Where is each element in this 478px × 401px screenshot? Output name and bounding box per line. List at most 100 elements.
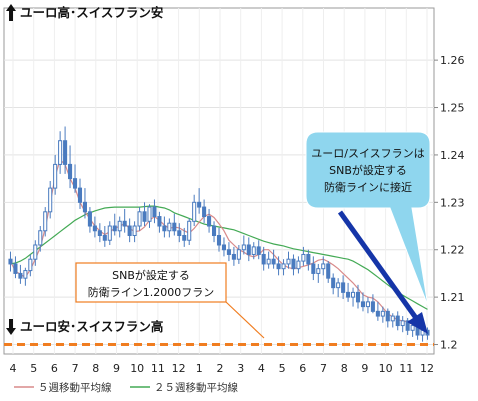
candle-body [351, 291, 356, 298]
candle-body [112, 225, 117, 232]
x-tick-label: 5 [30, 362, 37, 375]
candle-body [336, 282, 341, 289]
ma25-line-layer [10, 205, 428, 310]
candle-body [331, 277, 336, 289]
speech-bubble: ユーロ/スイスフランは SNBが設定する 防衛ラインに接近 [305, 131, 431, 307]
x-tick-label: 7 [72, 362, 79, 375]
speech-bubble-line3: 防衛ラインに接近 [324, 180, 412, 194]
candle-body [63, 140, 68, 165]
snb-callout-box [75, 262, 227, 303]
x-tick-label: 2 [217, 362, 224, 375]
candle-body [182, 235, 187, 241]
candle-body [316, 268, 321, 274]
candle-body [385, 310, 390, 322]
candle-body [246, 244, 251, 255]
candle-body [28, 258, 33, 272]
x-tick-label: 10 [379, 362, 393, 375]
candle-body [137, 211, 142, 227]
bottom-label-text: ユーロ安･スイスフラン高 [20, 319, 163, 334]
snb-callout-line2: 防衛ライン1.2000フラン [88, 285, 215, 299]
top-direction-label: ユーロ高･スイスフラン安 [6, 4, 163, 21]
x-tick-label: 3 [237, 362, 244, 375]
y-tick-label: 1.24 [440, 149, 465, 162]
x-tick-label: 10 [130, 362, 144, 375]
candle-body [226, 249, 231, 255]
candle-body [157, 216, 162, 227]
x-tick-label: 4 [10, 362, 17, 375]
candle-body [261, 253, 266, 265]
candle-body [43, 211, 48, 232]
y-tick-label: 1.26 [440, 54, 465, 67]
x-tick-label: 11 [399, 362, 413, 375]
candle-body [102, 235, 107, 241]
x-tick-label: 4 [258, 362, 265, 375]
candle-body [77, 187, 83, 203]
candle-body [117, 220, 122, 232]
candle-body [400, 320, 405, 327]
candle-body [58, 140, 63, 165]
y-tick-label: 1.23 [440, 196, 465, 209]
candle-body [296, 260, 301, 270]
up-arrow-icon [6, 4, 16, 21]
x-tick-label: 1 [196, 362, 203, 375]
legend-ma5-label: ５週移動平均線 [38, 381, 112, 394]
x-tick-label: 11 [151, 362, 165, 375]
legend: ５週移動平均線 ２５週移動平均線 [14, 381, 238, 394]
candle-body [375, 310, 380, 317]
candle-body [236, 249, 241, 260]
candle-body [167, 222, 172, 232]
x-axis: 4 5 6 7 8 9 10 11 12 1 2 3 4 5 6 7 8 9 10 11 12 [10, 362, 435, 375]
candle-body [53, 163, 58, 189]
candle-body [390, 315, 395, 322]
candle-body [72, 178, 78, 189]
candle-body [82, 201, 87, 213]
candle-body [326, 263, 331, 279]
x-tick-label: 12 [420, 362, 434, 375]
candle-body [87, 211, 92, 227]
candle-body [172, 222, 177, 232]
candle-body [355, 291, 361, 303]
candle-body [122, 220, 127, 227]
candle-body [301, 253, 306, 262]
speech-bubble-shape [305, 131, 431, 307]
speech-bubble-line2: SNBが設定する [329, 163, 407, 177]
candle-body [291, 258, 296, 270]
candle-body [107, 225, 112, 241]
candle-body [8, 258, 13, 265]
x-tick-label: 9 [113, 362, 120, 375]
candle-body [341, 282, 346, 293]
snb-callout-leader [225, 301, 265, 339]
candle-body [256, 246, 261, 255]
candle-body [187, 220, 192, 241]
y-tick-label: 1.21 [440, 291, 465, 304]
candle-body [276, 263, 281, 270]
candle-body [197, 201, 202, 208]
candle-body [18, 272, 23, 279]
candle-body [162, 225, 167, 232]
speech-bubble-line1: ユーロ/スイスフランは [311, 147, 424, 160]
x-tick-label: 6 [51, 362, 58, 375]
candle-body [360, 301, 366, 308]
snb-callout: SNBが設定する 防衛ライン1.2000フラン [75, 262, 265, 339]
candle-body [211, 225, 217, 237]
down-arrow-icon [6, 319, 16, 335]
downtrend-arrow [337, 210, 428, 334]
candle-body [13, 263, 18, 274]
candle-body [321, 263, 326, 270]
candle-body [216, 235, 222, 246]
candle-body [286, 258, 291, 265]
candle-body [68, 163, 73, 180]
candle-body [97, 230, 102, 237]
downtrend-arrow-shaft [337, 210, 419, 320]
candle-body [221, 244, 227, 251]
downtrend-arrow-head [407, 312, 428, 334]
candle-body [231, 253, 236, 260]
candle-body [202, 206, 207, 218]
bottom-direction-label: ユーロ安･スイスフラン高 [6, 319, 163, 335]
x-tick-label: 12 [172, 362, 186, 375]
snb-callout-line1: SNBが設定する [112, 268, 190, 282]
x-tick-label: 8 [341, 362, 348, 375]
candle-body [48, 187, 53, 213]
candle-body [271, 258, 276, 265]
